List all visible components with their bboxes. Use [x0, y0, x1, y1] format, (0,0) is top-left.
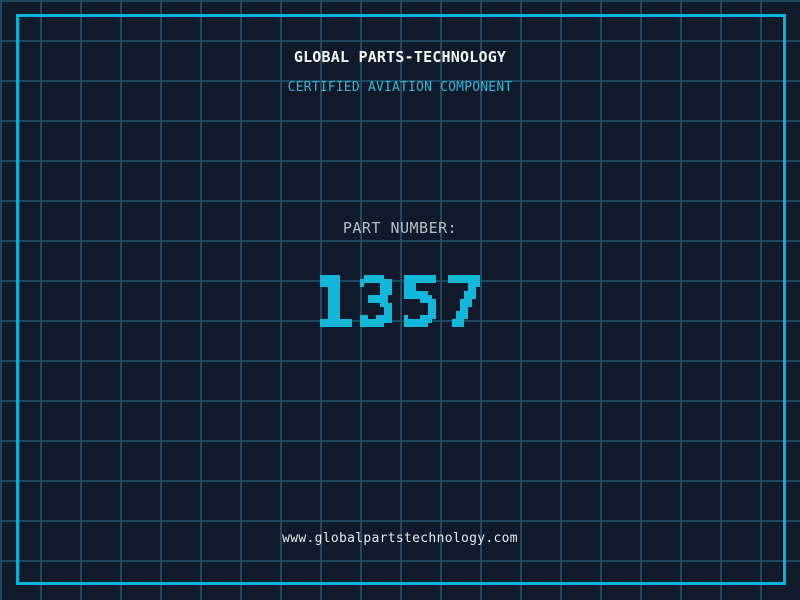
certification-subtitle: CERTIFIED AVIATION COMPONENT: [287, 80, 513, 95]
part-number-display: [308, 255, 492, 351]
website-url: www.globalpartstechnology.com: [282, 531, 518, 546]
part-number-label: PART NUMBER:: [342, 219, 458, 237]
company-title: GLOBAL PARTS-TECHNOLOGY: [293, 48, 507, 66]
border-frame: [16, 14, 786, 585]
